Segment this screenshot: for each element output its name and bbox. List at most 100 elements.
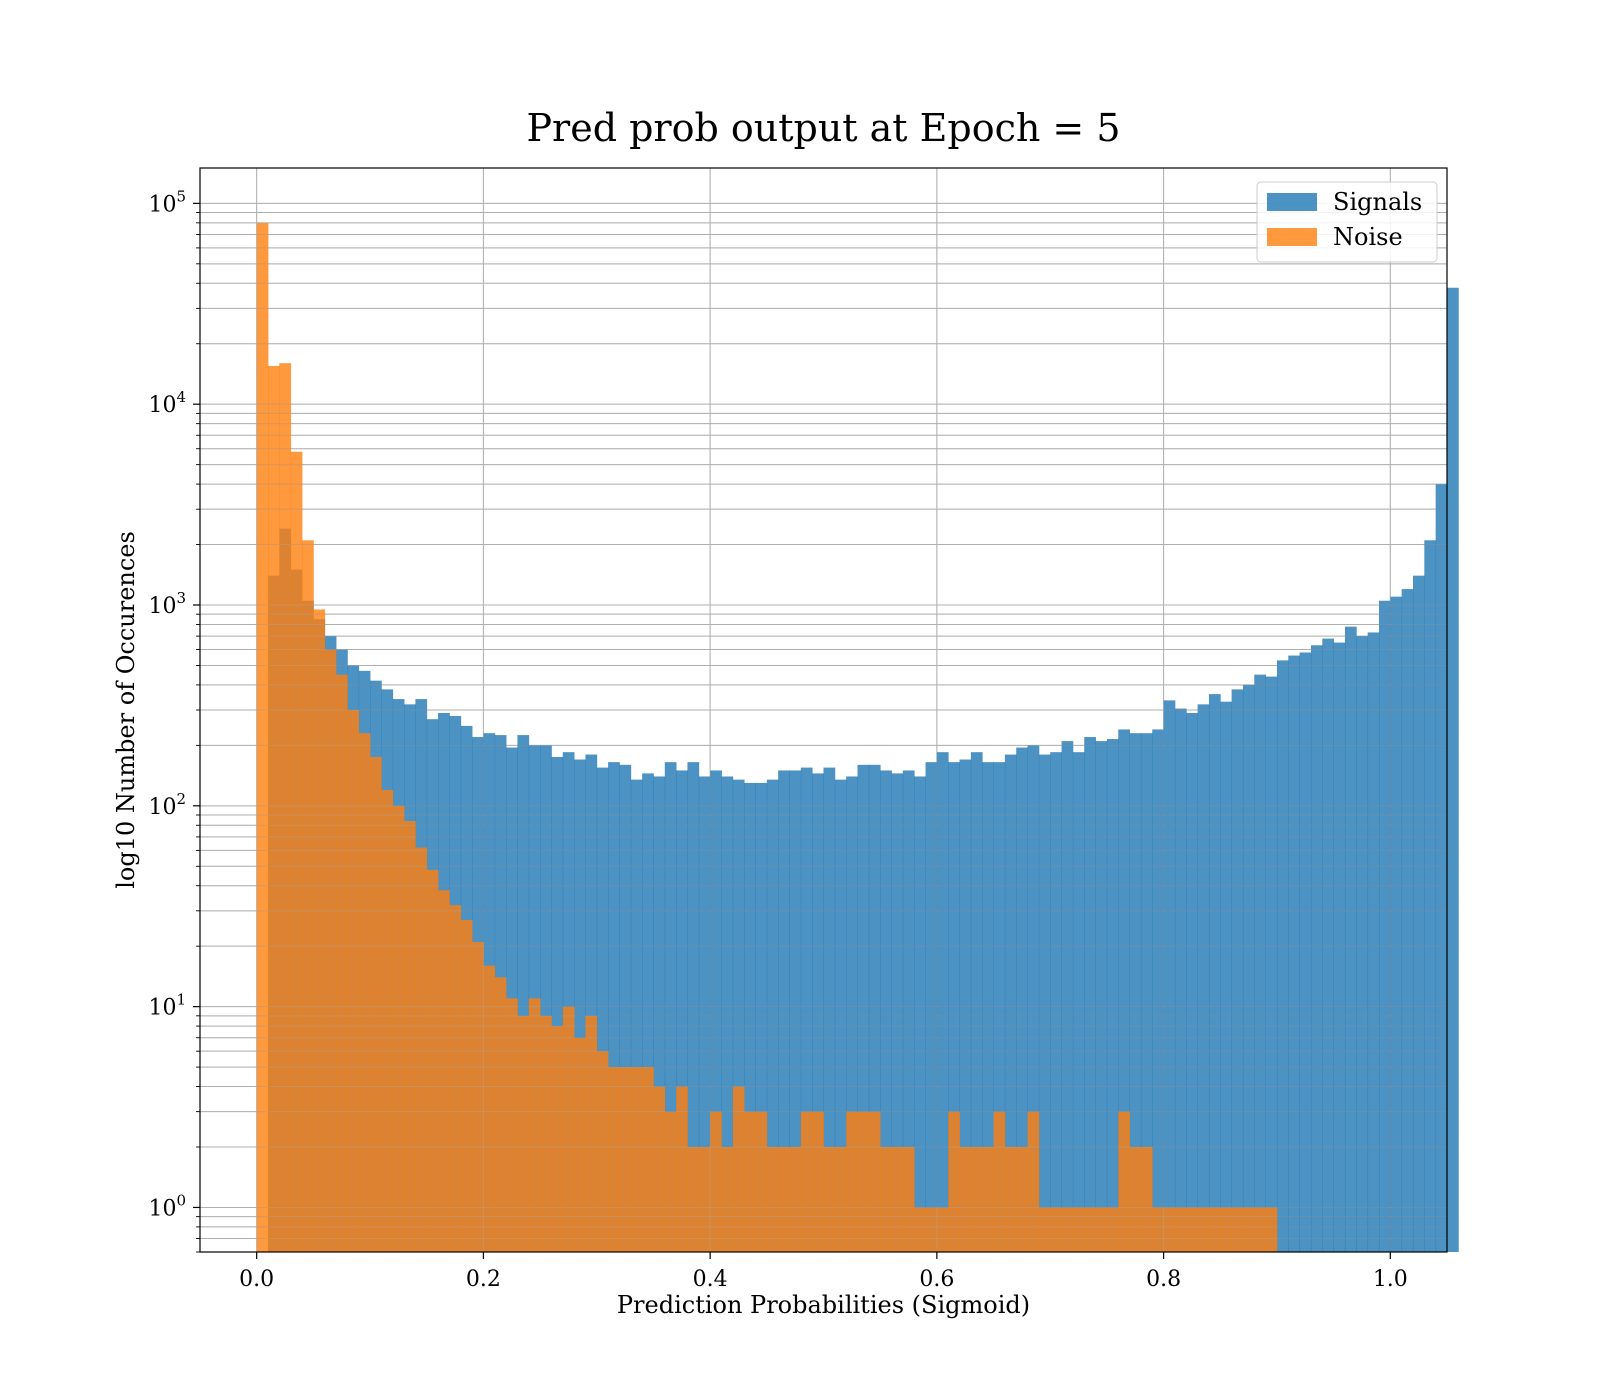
- noise-bar: [506, 998, 518, 1252]
- noise-bar: [721, 1146, 734, 1252]
- signals-bar: [970, 752, 983, 1252]
- noise-bar: [857, 1111, 870, 1252]
- noise-bar: [970, 1146, 983, 1252]
- noise-bar: [381, 789, 394, 1252]
- noise-bar: [812, 1111, 824, 1252]
- signals-bar: [1322, 638, 1335, 1252]
- noise-bar: [596, 1051, 609, 1252]
- signals-bar: [710, 770, 722, 1252]
- noise-bar: [880, 1146, 892, 1252]
- legend-swatch-noise: [1267, 228, 1317, 246]
- noise-bar: [438, 890, 450, 1252]
- signals-bar: [868, 764, 881, 1252]
- noise-bar: [540, 1015, 552, 1252]
- noise-bar: [483, 965, 496, 1252]
- signals-bar: [1356, 636, 1369, 1252]
- noise-bar: [744, 1111, 756, 1252]
- signals-bar: [744, 782, 756, 1252]
- noise-bar: [1152, 1207, 1164, 1252]
- noise-bar: [313, 609, 326, 1252]
- noise-bar: [676, 1086, 688, 1252]
- noise-bar: [1004, 1146, 1017, 1252]
- signals-bar: [1424, 540, 1437, 1252]
- y-tick-label: 101: [148, 991, 186, 1021]
- legend-label-noise: Noise: [1333, 223, 1403, 251]
- noise-bar: [336, 674, 348, 1252]
- signals-bar: [812, 773, 824, 1252]
- signals-bar: [914, 776, 926, 1252]
- signals-bar: [1106, 739, 1119, 1252]
- signals-bar: [551, 757, 564, 1252]
- x-tick-label: 0.4: [693, 1267, 728, 1292]
- signals-bar: [755, 782, 768, 1252]
- x-tick-label: 1.0: [1373, 1267, 1408, 1292]
- signals-bar: [574, 759, 586, 1252]
- signals-bar: [778, 770, 790, 1252]
- signals-bar: [880, 770, 892, 1252]
- signals-bar: [1231, 689, 1244, 1252]
- x-tick-label: 0.8: [1146, 1267, 1181, 1292]
- signals-bar: [1447, 287, 1459, 1253]
- noise-bar: [914, 1207, 926, 1252]
- signals-bar: [664, 762, 677, 1252]
- signals-bar: [540, 745, 552, 1252]
- signals-bar: [1186, 712, 1198, 1252]
- noise-bar: [1061, 1207, 1074, 1252]
- signals-bar: [1276, 660, 1289, 1252]
- signals-bar: [1288, 655, 1301, 1252]
- signals-bar: [1197, 704, 1210, 1252]
- noise-bar: [891, 1146, 904, 1252]
- signals-bar: [1095, 741, 1108, 1252]
- noise-bar: [1220, 1207, 1233, 1252]
- signals-bar: [1208, 694, 1221, 1252]
- noise-bar: [982, 1146, 994, 1252]
- noise-bar: [608, 1067, 620, 1252]
- y-tick-label: 103: [148, 589, 186, 619]
- noise-bar: [551, 1026, 564, 1252]
- noise-bar: [698, 1146, 711, 1252]
- noise-bar: [1050, 1207, 1062, 1252]
- noise-bar: [1118, 1111, 1130, 1252]
- signals-bar: [1254, 674, 1267, 1252]
- signals-bar: [993, 762, 1006, 1252]
- x-axis-label: Prediction Probabilities (Sigmoid): [617, 1291, 1030, 1319]
- noise-bar: [1129, 1146, 1142, 1252]
- signals-bar: [1118, 729, 1130, 1252]
- signals-bar: [517, 735, 530, 1252]
- noise-bar: [902, 1146, 915, 1252]
- signals-bar: [1016, 747, 1028, 1252]
- noise-bar: [358, 733, 371, 1252]
- signals-bar: [1220, 701, 1233, 1252]
- signals-bar: [1027, 745, 1040, 1252]
- noise-bar: [834, 1146, 847, 1252]
- signals-bar: [585, 754, 598, 1252]
- noise-bar: [653, 1086, 666, 1252]
- x-tick-label: 0.6: [919, 1267, 954, 1292]
- noise-bar: [732, 1086, 745, 1252]
- signals-bar: [732, 779, 745, 1252]
- signals-bar: [596, 767, 609, 1252]
- noise-bar: [404, 821, 416, 1252]
- signals-bar: [653, 776, 666, 1252]
- signals-bar: [676, 770, 688, 1252]
- noise-bar: [993, 1111, 1006, 1252]
- noise-bar: [415, 847, 428, 1252]
- signals-bar: [1344, 626, 1357, 1252]
- noise-bar: [1163, 1207, 1176, 1252]
- signals-bar: [1310, 645, 1323, 1252]
- signals-bar: [608, 762, 620, 1252]
- grid-lines-overlay: [200, 168, 1447, 1253]
- signals-bar: [1412, 575, 1425, 1252]
- signals-bar: [789, 770, 802, 1252]
- signals-bar: [1242, 684, 1255, 1252]
- signals-bar: [1061, 741, 1074, 1252]
- noise-bar: [1186, 1207, 1198, 1252]
- noise-bar: [1242, 1207, 1255, 1252]
- noise-bar: [1197, 1207, 1210, 1252]
- signals-bar: [766, 779, 779, 1252]
- noise-bar: [1254, 1207, 1267, 1252]
- noise-bar: [494, 977, 507, 1252]
- noise-bar: [766, 1146, 779, 1252]
- signals-bar: [619, 764, 632, 1252]
